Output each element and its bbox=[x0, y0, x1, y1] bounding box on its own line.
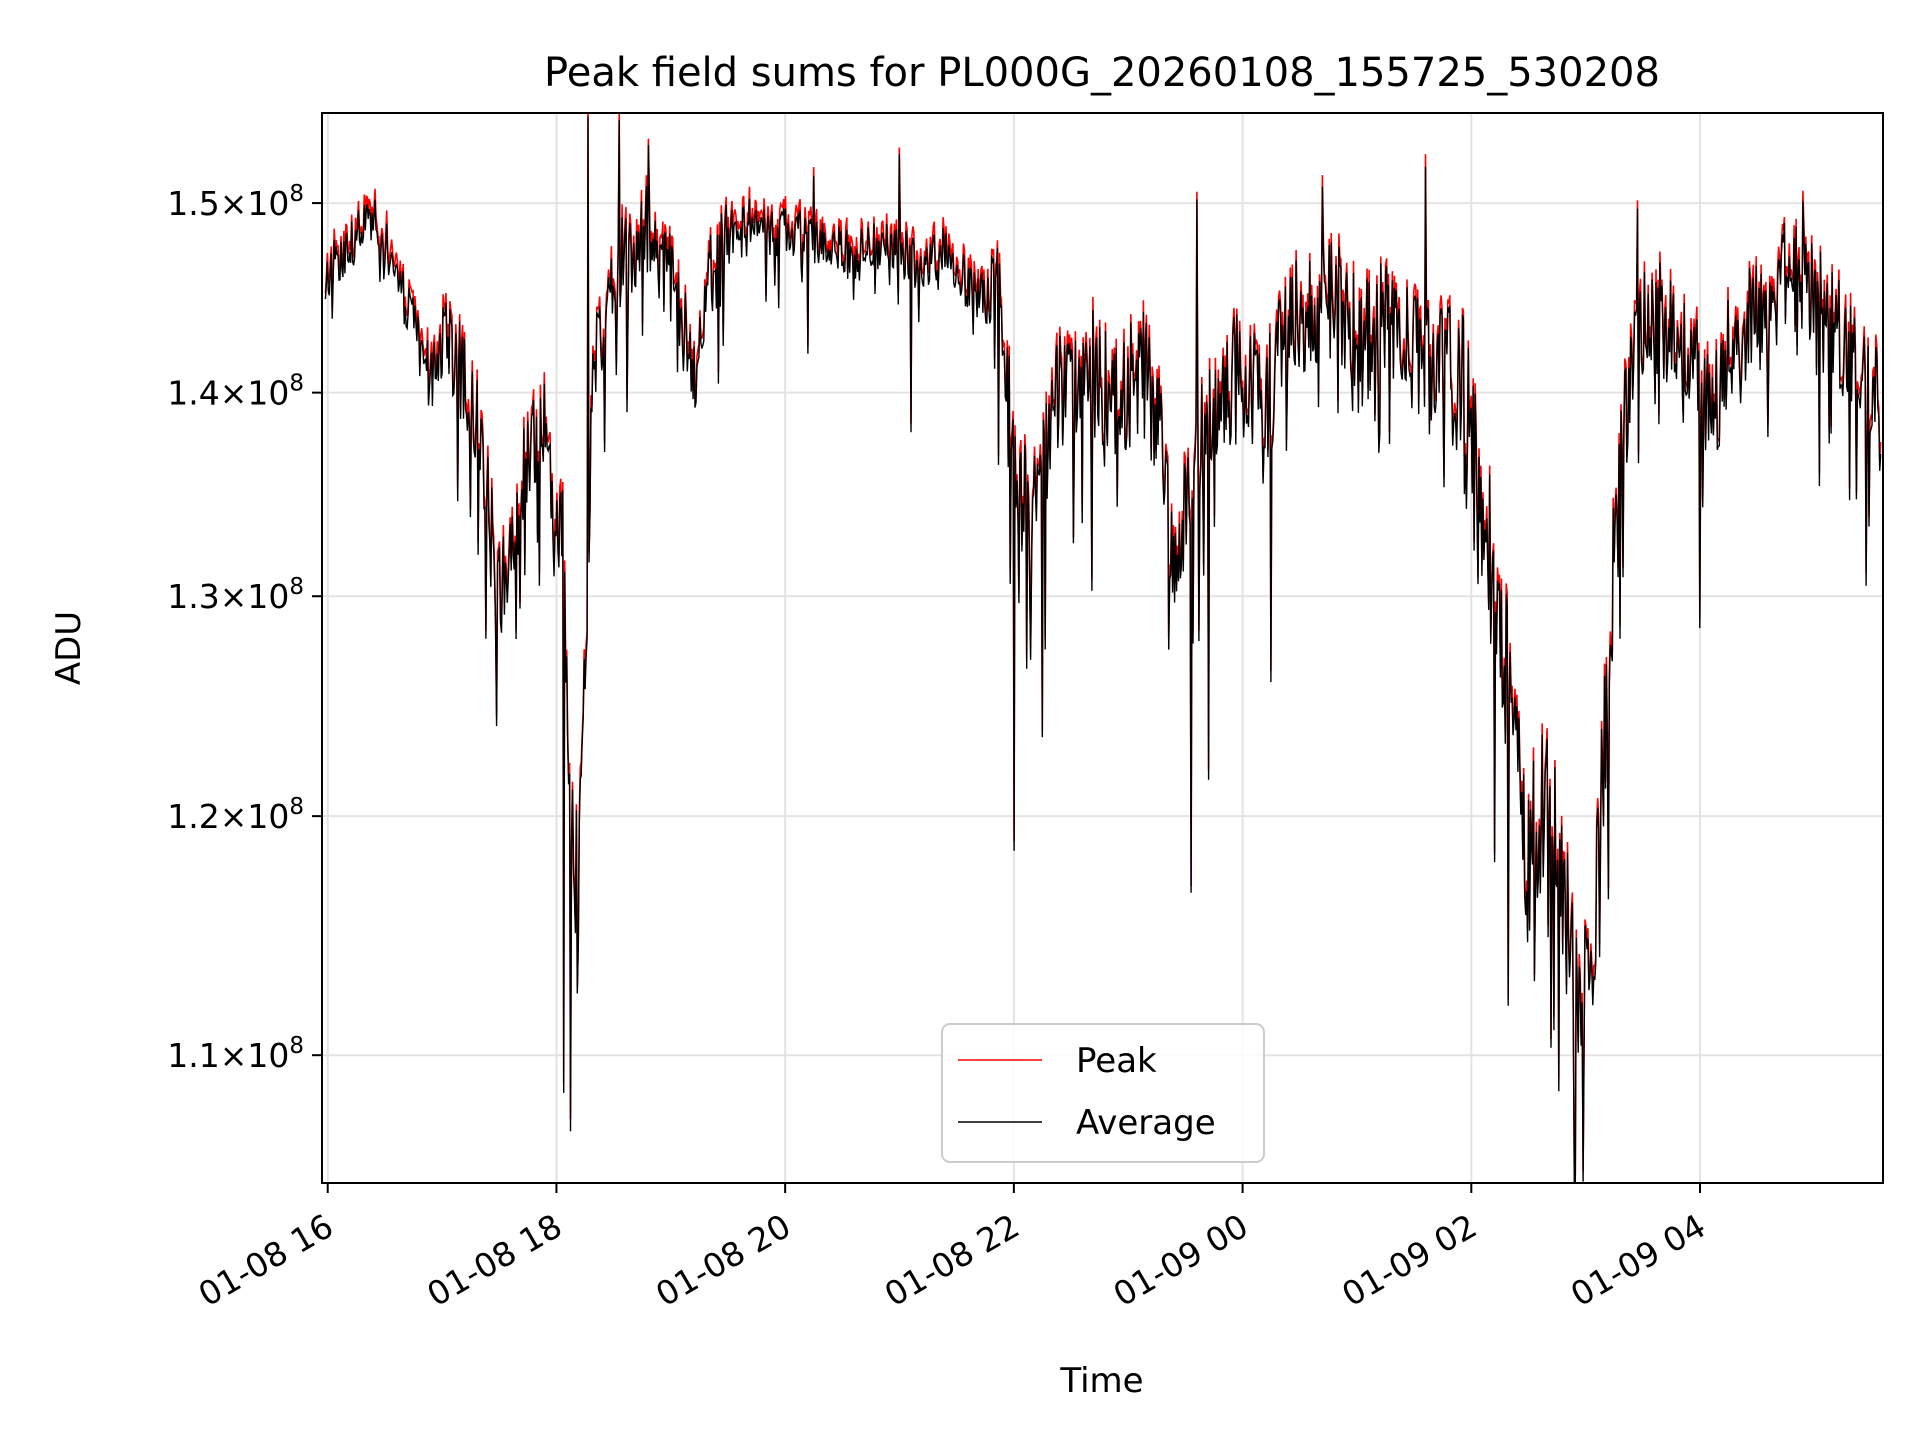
y-tick-base: 10 bbox=[247, 374, 289, 413]
y-tick-label: 1.4×108 bbox=[167, 371, 304, 413]
y-tick-exponent: 8 bbox=[289, 181, 304, 207]
chart-title: Peak field sums for PL000G_20260108_1557… bbox=[544, 50, 1660, 96]
legend-label-peak: Peak bbox=[1076, 1041, 1157, 1081]
y-tick-times: × bbox=[220, 374, 248, 413]
x-tick-label: 01-09 04 bbox=[1564, 1206, 1712, 1314]
legend-label-average: Average bbox=[1076, 1103, 1216, 1143]
y-tick-base: 10 bbox=[247, 577, 289, 616]
y-tick-label: 1.2×108 bbox=[167, 794, 304, 836]
plot-area-frame bbox=[321, 112, 1884, 1184]
y-tick-exponent: 8 bbox=[289, 794, 304, 820]
y-tick-exponent: 8 bbox=[289, 371, 304, 397]
y-tick-exponent: 8 bbox=[289, 574, 304, 600]
legend-box bbox=[941, 1023, 1265, 1163]
series-lines bbox=[324, 113, 1882, 1183]
y-tick-mantissa: 1.3 bbox=[167, 577, 219, 616]
y-tick-mantissa: 1.2 bbox=[167, 797, 219, 836]
y-tick-times: × bbox=[220, 184, 248, 223]
y-tick-times: × bbox=[220, 1036, 248, 1075]
y-tick-base: 10 bbox=[247, 184, 289, 223]
y-tick-label: 1.5×108 bbox=[167, 181, 304, 223]
y-tick-base: 10 bbox=[247, 797, 289, 836]
y-axis-label: ADU bbox=[49, 611, 89, 685]
x-tick-label: 01-09 00 bbox=[1107, 1206, 1255, 1314]
y-tick-times: × bbox=[220, 797, 248, 836]
x-tick-label: 01-08 22 bbox=[878, 1206, 1026, 1314]
y-tick-base: 10 bbox=[247, 1036, 289, 1075]
y-tick-mantissa: 1.5 bbox=[167, 184, 219, 223]
series-line-peak bbox=[324, 113, 1882, 1175]
x-tick-label: 01-09 02 bbox=[1335, 1206, 1483, 1314]
x-axis-ticks: 01-08 16 01-08 18 01-08 20 01-08 22 01-09 00… bbox=[192, 1183, 1712, 1314]
y-tick-label: 1.3×108 bbox=[167, 574, 304, 616]
y-tick-mantissa: 1.4 bbox=[167, 374, 219, 413]
grid-lines bbox=[322, 113, 1883, 1183]
series-line-average bbox=[324, 116, 1882, 1183]
x-tick-label: 01-08 20 bbox=[649, 1206, 797, 1314]
y-tick-mantissa: 1.1 bbox=[167, 1036, 219, 1075]
x-axis-label: Time bbox=[1059, 1361, 1143, 1401]
x-tick-label: 01-08 16 bbox=[192, 1206, 340, 1314]
x-tick-label: 01-08 18 bbox=[420, 1206, 568, 1314]
legend: Peak Average bbox=[941, 1023, 1265, 1163]
y-tick-label: 1.1×108 bbox=[167, 1033, 304, 1075]
y-tick-exponent: 8 bbox=[289, 1033, 304, 1059]
y-tick-times: × bbox=[220, 577, 248, 616]
